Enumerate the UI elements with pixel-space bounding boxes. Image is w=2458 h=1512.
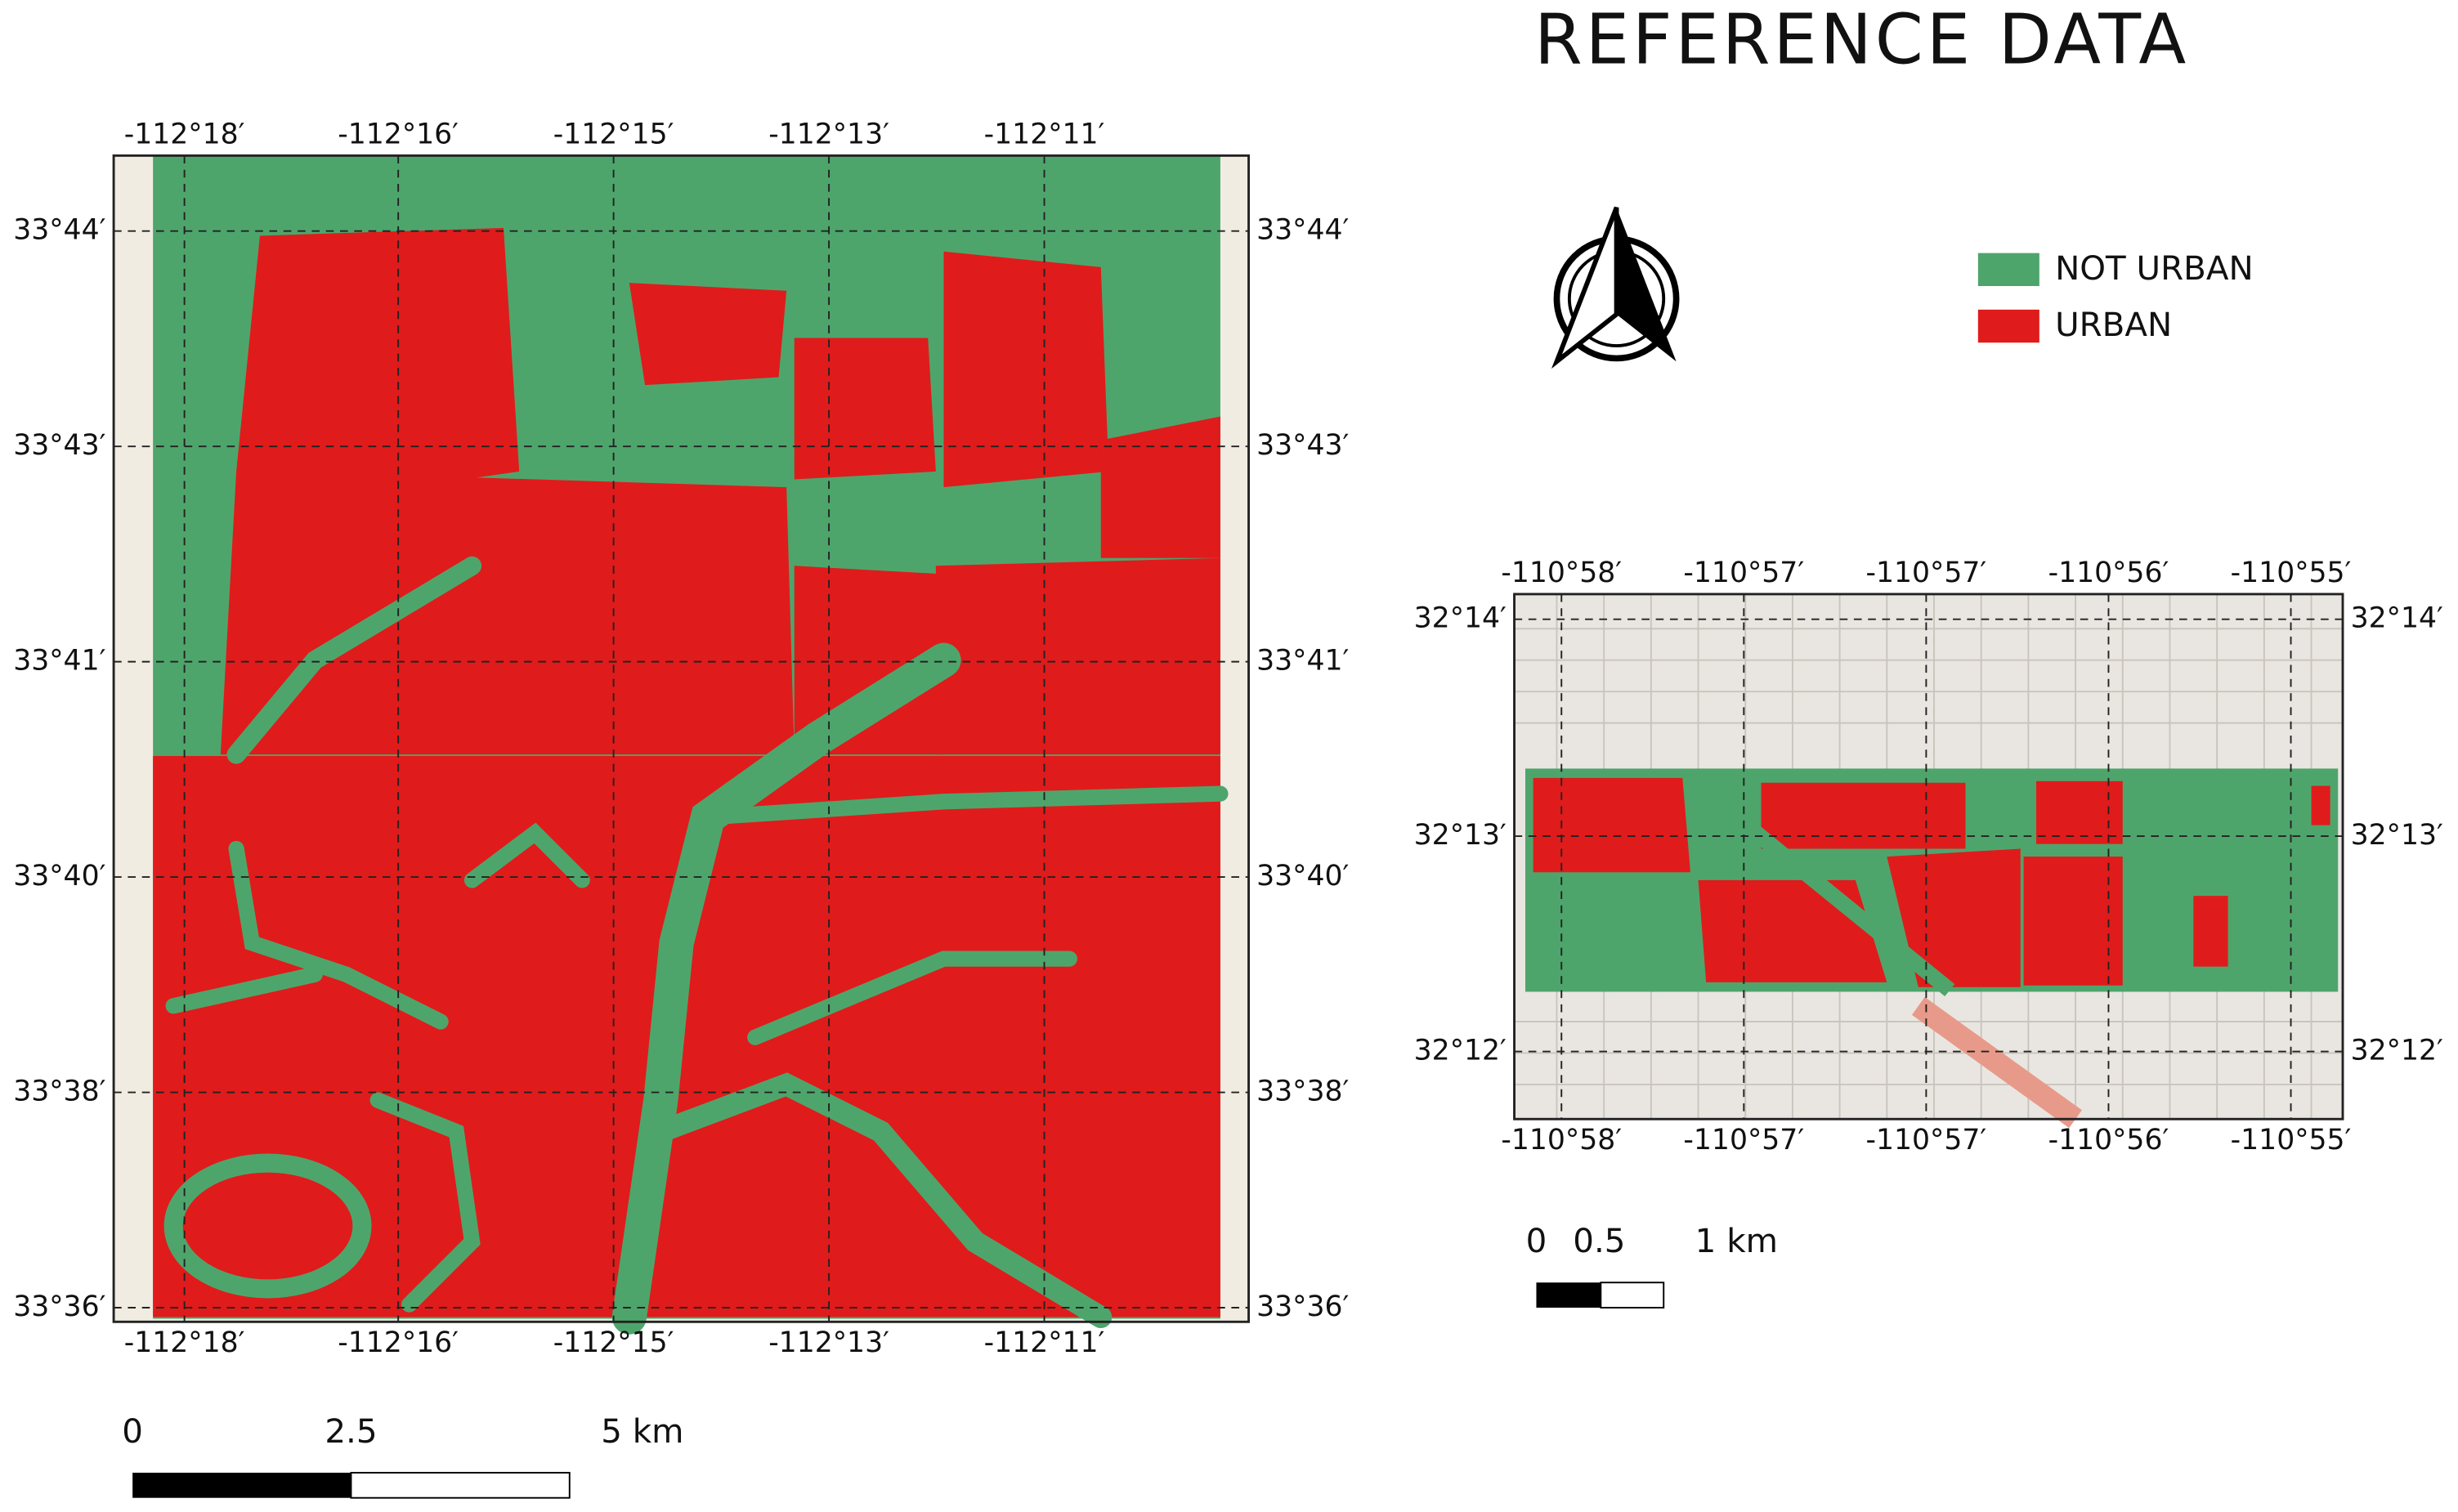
scale-bar-segment: [1536, 1282, 1601, 1308]
scale-bar-segment: [132, 1472, 351, 1498]
longitude-label: -110°58′: [1501, 557, 1622, 589]
latitude-label: 33°44′: [1256, 214, 1349, 247]
latitude-label: 33°44′: [13, 214, 105, 247]
scale-bar-segment: [1600, 1282, 1665, 1308]
latitude-label: 33°43′: [1256, 429, 1349, 462]
longitude-label: -112°18′: [124, 118, 245, 150]
longitude-label: -110°56′: [2048, 1124, 2169, 1156]
left-map: [112, 154, 1250, 1499]
scale-label: 0.5: [1573, 1222, 1625, 1260]
scale-bar-segment: [350, 1471, 571, 1499]
scale-label: 0: [122, 1412, 143, 1451]
rail-corridor: [1693, 780, 1955, 997]
latitude-label: 33°38′: [13, 1076, 105, 1108]
rivers: [163, 556, 1229, 1335]
scale-label: 2.5: [325, 1412, 377, 1451]
longitude-label: -110°57′: [1866, 557, 1987, 589]
latitude-label: 32°12′: [1414, 1035, 1507, 1067]
latitude-label: 32°14′: [1414, 602, 1507, 635]
longitude-label: -110°57′: [1683, 557, 1804, 589]
latitude-label: 33°38′: [1256, 1076, 1349, 1108]
longitude-label: -110°57′: [1683, 1124, 1804, 1156]
longitude-label: -110°55′: [2231, 1124, 2352, 1156]
scale-label: 5 km: [601, 1412, 683, 1451]
legend-label: NOT URBAN: [2055, 249, 2254, 288]
map-frame: [112, 154, 1250, 1323]
longitude-label: -112°13′: [768, 1326, 889, 1359]
longitude-label: -110°56′: [2048, 557, 2169, 589]
scale-label: 1 km: [1695, 1222, 1778, 1260]
longitude-label: -110°57′: [1866, 1124, 1987, 1156]
graticule: [114, 155, 1249, 1322]
north-arrow: [1551, 206, 1680, 369]
latitude-label: 33°41′: [1256, 645, 1349, 678]
latitude-label: 32°12′: [2351, 1035, 2443, 1067]
right-map: [1513, 593, 2344, 1308]
latitude-label: 32°14′: [2351, 602, 2443, 635]
map-frame: [1513, 593, 2344, 1121]
longitude-label: -112°13′: [768, 118, 889, 150]
highway: [1911, 996, 2082, 1129]
longitude-label: -112°18′: [124, 1326, 245, 1359]
longitude-label: -110°55′: [2231, 557, 2352, 589]
title: REFERENCE DATA: [1534, 0, 2189, 79]
latitude-label: 32°13′: [1414, 819, 1507, 852]
scale-label: 0: [1526, 1222, 1547, 1260]
latitude-label: 33°40′: [1256, 860, 1349, 892]
graticule: [1514, 593, 2343, 1120]
latitude-label: 33°36′: [13, 1291, 105, 1323]
latitude-label: 33°41′: [13, 645, 105, 678]
latitude-label: 32°13′: [2351, 819, 2443, 852]
legend-swatch: [1977, 309, 2039, 343]
legend-swatch: [1977, 253, 2039, 286]
latitude-label: 33°40′: [13, 860, 105, 892]
longitude-label: -112°15′: [553, 1326, 674, 1359]
longitude-label: -110°58′: [1501, 1124, 1622, 1156]
longitude-label: -112°16′: [338, 1326, 459, 1359]
latitude-label: 33°36′: [1256, 1291, 1349, 1323]
latitude-label: 33°43′: [13, 429, 105, 462]
longitude-label: -112°11′: [984, 1326, 1105, 1359]
longitude-label: -112°11′: [984, 118, 1105, 150]
longitude-label: -112°16′: [338, 118, 459, 150]
legend-label: URBAN: [2055, 306, 2172, 344]
urban-areas: [1533, 777, 2330, 987]
longitude-label: -112°15′: [553, 118, 674, 150]
